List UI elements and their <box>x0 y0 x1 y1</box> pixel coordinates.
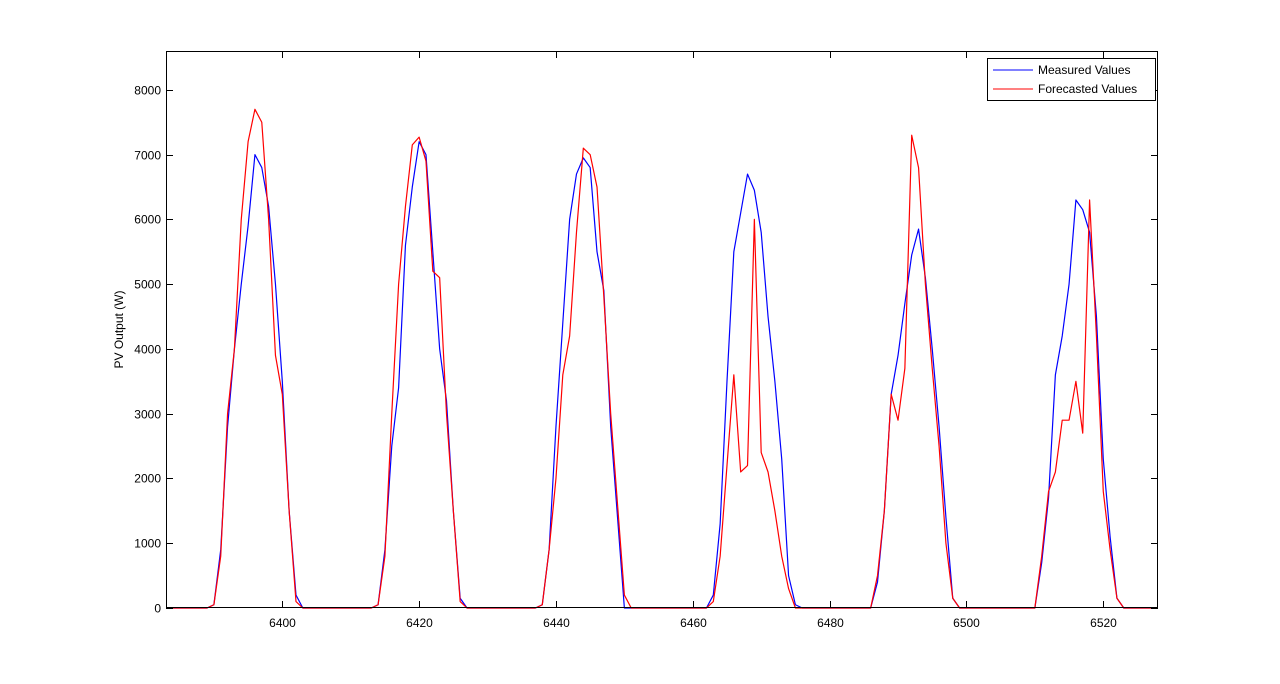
x-tick-label: 6420 <box>406 616 433 630</box>
y-tick-label: 7000 <box>134 149 161 163</box>
y-axis-label: PV Output (W) <box>112 290 126 368</box>
x-tick-label: 6400 <box>269 616 296 630</box>
x-axis-ticks: 6400 6420 6440 6460 6480 6500 6520 <box>269 51 1117 630</box>
y-tick-label: 2000 <box>134 472 161 486</box>
y-tick-label: 5000 <box>134 278 161 292</box>
y-tick-label: 0 <box>154 602 161 616</box>
plot-area: 6400 6420 6440 6460 6480 6500 6520 0 1000 2000 30… <box>134 51 1158 630</box>
y-tick-label: 8000 <box>134 84 161 98</box>
x-tick-label: 6440 <box>543 616 570 630</box>
y-tick-label: 1000 <box>134 537 161 551</box>
legend: Measured Values Forecasted Values <box>987 58 1156 101</box>
y-tick-label: 4000 <box>134 343 161 357</box>
y-tick-label: 3000 <box>134 408 161 422</box>
y-axis-ticks: 0 1000 2000 3000 4000 5000 6000 7000 8000 <box>134 84 1158 616</box>
axes-box <box>166 51 1158 608</box>
x-tick-label: 6520 <box>1090 616 1117 630</box>
x-tick-label: 6500 <box>953 616 980 630</box>
plot-background <box>166 51 1158 608</box>
legend-box <box>987 58 1156 101</box>
legend-label-forecasted-values: Forecasted Values <box>1038 82 1137 96</box>
x-tick-label: 6460 <box>680 616 707 630</box>
x-tick-label: 6480 <box>817 616 844 630</box>
legend-label-measured-values: Measured Values <box>1038 63 1131 77</box>
y-tick-label: 6000 <box>134 213 161 227</box>
